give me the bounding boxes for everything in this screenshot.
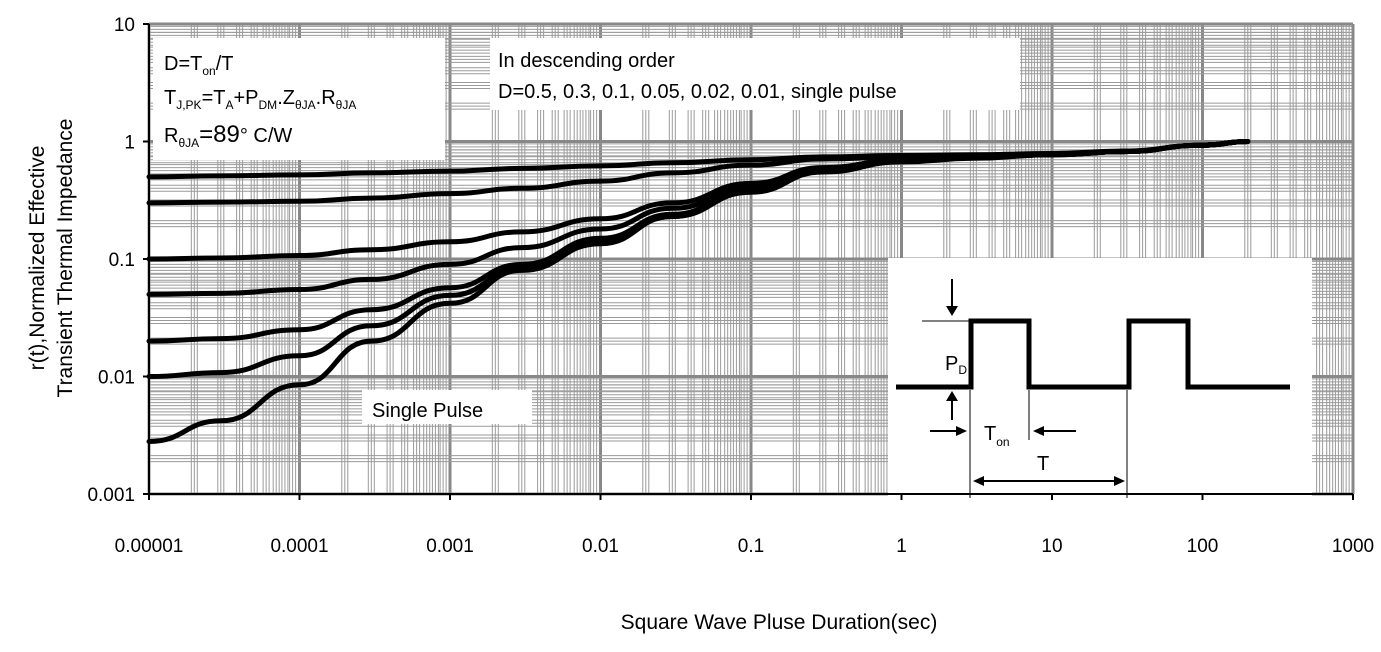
x-tick-label: 0.01 [582,536,619,557]
y-tick-label: 0.01 [98,368,135,389]
x-tick-labels: 0.00001 0.0001 0.001 0.01 0.1 1 10 100 1000 [115,536,1374,557]
x-tick-label: 1 [896,536,907,557]
single-pulse-label: Single Pulse [362,390,532,424]
formula-line-1: D=Ton/T [164,53,233,78]
y-tick-label: 1 [124,133,135,154]
y-tick-label: 0.001 [87,485,135,506]
x-tick-label: 100 [1187,536,1219,557]
x-tick-label: 0.1 [738,536,764,557]
x-axis-title: Square Wave Pluse Duration(sec) [621,611,938,634]
pd-label: PD [945,353,967,377]
series-line-7 [146,139,1251,444]
x-tick-label: 0.001 [426,536,474,557]
order-line-2: D=0.5, 0.3, 0.1, 0.05, 0.02, 0.01, singl… [498,81,897,103]
t-arrowhead-left [973,476,984,486]
pd-arrowhead-bottom [946,391,958,401]
axes [143,23,1354,500]
formula-line-2: TJ,PK=TA+PDM.ZθJA.RθJA [164,87,356,112]
t-label: T [1037,453,1049,475]
ton-arrowhead-left [956,426,967,436]
y-tick-labels: 0.001 0.01 0.1 1 10 [87,15,135,506]
x-tick-label: 1000 [1332,536,1374,557]
formula-box: D=Ton/T TJ,PK=TA+PDM.ZθJA.RθJA RθJA=89° … [153,38,445,160]
x-tick-label: 0.0001 [270,536,328,557]
y-tick-label: 0.1 [109,250,135,271]
series-layer [146,139,1251,444]
ton-arrowhead-right [1033,426,1044,436]
t-arrowhead-right [1114,476,1125,486]
pulse-waveform [896,318,1290,390]
order-box: In descending order D=0.5, 0.3, 0.1, 0.0… [490,38,1020,110]
formula-line-3: RθJA=89° C/W [164,121,292,150]
y-axis-title-line-1: r(t),Normalized Effective [26,146,49,371]
single-pulse-text: Single Pulse [372,400,483,422]
pd-arrowhead-top [946,306,958,316]
x-tick-label: 10 [1041,536,1062,557]
y-axis-title-line-2: Transient Thermal Impedance [54,119,77,398]
order-line-1: In descending order [498,50,675,72]
ton-label: Ton [984,423,1010,449]
y-tick-label: 10 [114,15,135,36]
pulse-inset: PD Ton T [888,258,1312,498]
x-tick-label: 0.00001 [115,536,184,557]
